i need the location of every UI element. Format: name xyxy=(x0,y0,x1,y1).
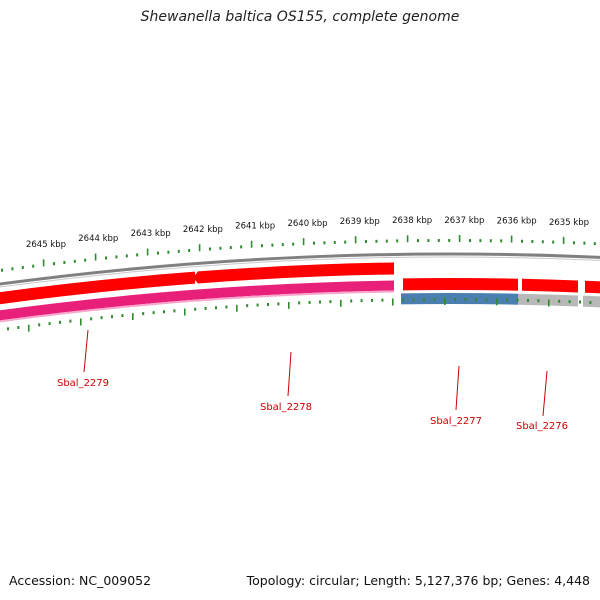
cds-segment xyxy=(585,280,600,294)
scale-label: 2645 kbp xyxy=(26,240,66,250)
scale-label: 2637 kbp xyxy=(444,216,484,226)
inner-ticks xyxy=(7,298,592,332)
gene-leader-line xyxy=(287,351,292,397)
grey-track xyxy=(583,295,600,308)
map-title: Shewanella baltica OS155, complete genom… xyxy=(140,9,460,25)
topology-text: Topology: circular; Length: 5,127,376 bp… xyxy=(246,573,590,588)
scale-label: 2644 kbp xyxy=(78,234,118,244)
gene-leader-line xyxy=(83,329,89,373)
scale-label: 2643 kbp xyxy=(131,229,171,239)
gene-label: Sbal_2277 xyxy=(430,416,482,427)
gene-label: Sbal_2278 xyxy=(260,402,312,413)
scale-label: 2640 kbp xyxy=(287,219,327,229)
gene-leader-line xyxy=(542,370,548,417)
blue-track xyxy=(401,293,518,305)
cds-arrowhead xyxy=(193,271,198,284)
cds-segment xyxy=(0,271,195,305)
scale-label: 2638 kbp xyxy=(392,216,432,226)
gene-leader-line xyxy=(455,365,460,411)
scale-label: 2636 kbp xyxy=(497,217,537,227)
scale-ticks xyxy=(1,235,596,272)
scale-label: 2639 kbp xyxy=(340,217,380,227)
cds-segment xyxy=(198,262,394,284)
scale-label: 2642 kbp xyxy=(183,225,223,235)
gene-label: Sbal_2276 xyxy=(516,421,568,432)
pink-track xyxy=(0,280,394,321)
scale-label: 2641 kbp xyxy=(235,222,275,232)
backbone-shadow xyxy=(0,256,600,288)
gene-label: Sbal_2279 xyxy=(57,378,109,389)
cds-segment xyxy=(522,278,578,293)
scale-label: 2635 kbp xyxy=(549,218,589,228)
backbone-line xyxy=(0,252,600,286)
accession-text: Accession: NC_009052 xyxy=(9,573,152,588)
gene-labels: Sbal_2279 Sbal_2278 Sbal_2277 Sbal_2276 xyxy=(57,329,568,432)
scale-labels: 2645 kbp 2644 kbp 2643 kbp 2642 kbp 2641 kbp… xyxy=(26,216,589,250)
feature-tracks xyxy=(0,252,600,323)
cds-segment xyxy=(403,277,518,291)
